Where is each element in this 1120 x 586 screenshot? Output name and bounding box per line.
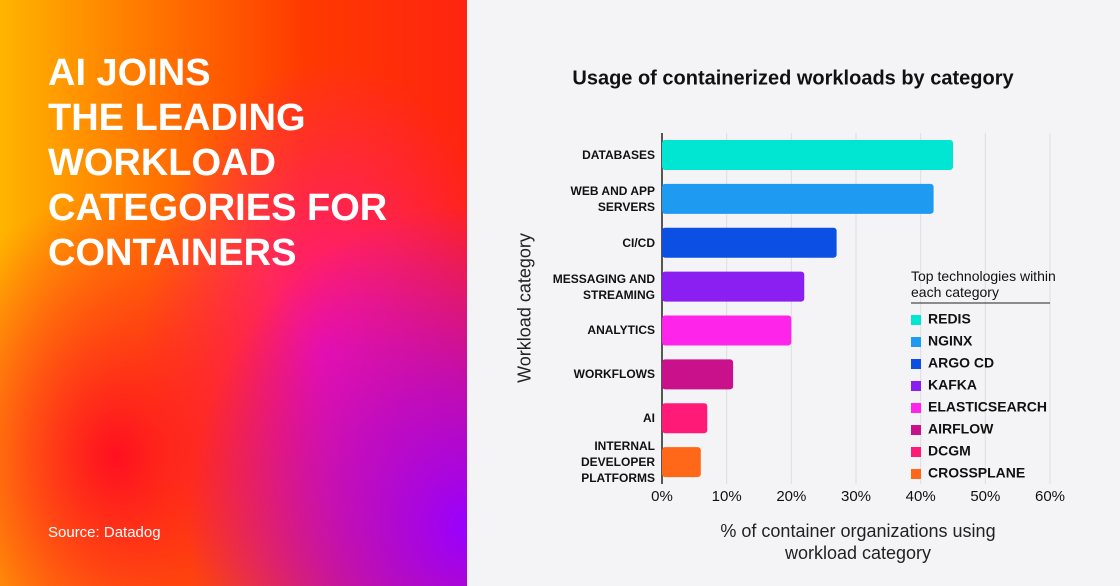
y-tick-label: CI/CD: [622, 235, 655, 250]
legend-label: DCGM: [928, 443, 971, 459]
headline-line: AI JOINS: [48, 52, 211, 94]
y-tick-label: INTERNAL DEVELOPER PLATFORMS: [580, 439, 655, 486]
y-tick-label: AI: [643, 411, 655, 426]
y-tick-label: ANALYTICS: [587, 323, 655, 338]
headline-line: WORKLOAD: [48, 142, 276, 184]
y-tick-label: WEB AND APP SERVERS: [570, 183, 655, 214]
legend-label: REDIS: [928, 311, 971, 327]
legend-title: Top technologies within each category: [911, 268, 1056, 300]
hero-panel: Source: Datadog AI JOINS THE LEADING WORKL…: [0, 0, 467, 586]
y-axis-label: Workload category: [514, 233, 535, 383]
headline-line: CONTAINERS: [48, 232, 297, 274]
source: Source: Datadog: [48, 524, 161, 541]
bar: [662, 359, 734, 390]
x-tick-label: 0%: [651, 488, 673, 505]
legend-swatch: [911, 447, 921, 457]
x-tick-label: 50%: [970, 488, 1000, 505]
legend-swatch: [911, 403, 921, 413]
legend-swatch: [911, 381, 921, 391]
bar: [662, 227, 837, 258]
bar: [662, 271, 805, 302]
x-tick-label: 60%: [1035, 488, 1065, 505]
legend-label: ELASTICSEARCH: [928, 399, 1047, 415]
legend-swatch: [911, 359, 921, 369]
x-tick-label: 20%: [776, 488, 806, 505]
bar: [662, 447, 701, 478]
bar: [662, 403, 708, 434]
headline-line: CATEGORIES FOR: [48, 187, 388, 229]
legend-swatch: [911, 337, 921, 347]
y-tick-label: MESSAGING AND STREAMING: [552, 271, 655, 302]
x-axis-label: % of container organizations using workl…: [720, 521, 996, 563]
legend-swatch: [911, 425, 921, 435]
chart-title: Usage of containerized workloads by cate…: [572, 67, 1014, 89]
legend-label: CROSSPLANE: [928, 465, 1025, 481]
x-tick-label: 30%: [841, 488, 871, 505]
bar: [662, 183, 934, 214]
y-tick-label: DATABASES: [582, 147, 655, 162]
legend-label: ARGO CD: [928, 355, 994, 371]
headline-line: THE LEADING: [48, 97, 306, 139]
legend-label: KAFKA: [928, 377, 977, 393]
x-tick-label: 10%: [712, 488, 742, 505]
y-tick-label: WORKFLOWS: [573, 367, 655, 382]
bar: [662, 315, 792, 346]
legend-label: AIRFLOW: [928, 421, 994, 437]
legend-swatch: [911, 469, 921, 479]
legend-label: NGINX: [928, 333, 973, 349]
bar: [662, 139, 953, 170]
x-tick-label: 40%: [906, 488, 936, 505]
legend-swatch: [911, 315, 921, 325]
